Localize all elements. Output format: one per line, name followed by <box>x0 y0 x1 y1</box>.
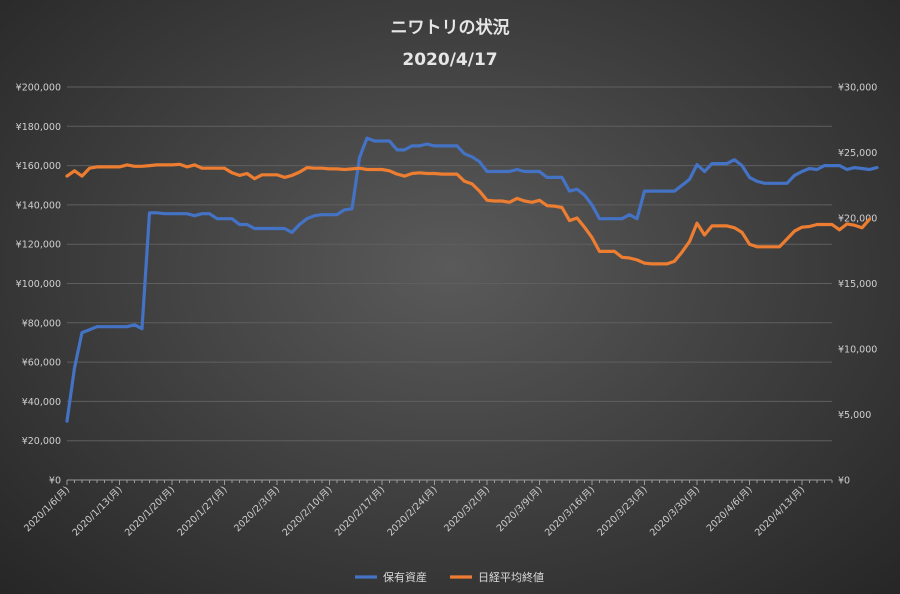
x-tick-label: 2020/4/6(月) <box>705 484 755 534</box>
x-tick-label: 2020/2/3(月) <box>232 484 282 534</box>
x-tick-label: 2020/2/17(月) <box>333 484 387 538</box>
x-tick-label: 2020/2/10(月) <box>280 484 334 538</box>
series-lines <box>65 136 879 423</box>
x-tick-label: 2020/3/30(月) <box>648 484 702 538</box>
x-axis: 2020/1/6(月)2020/1/13(月)2020/1/20(月)2020/… <box>22 480 833 539</box>
y-left-tick-label: ¥180,000 <box>16 122 61 133</box>
x-tick-label: 2020/1/6(月) <box>22 484 72 534</box>
legend-label: 保有資産 <box>383 570 427 584</box>
y-right-tick-label: ¥10,000 <box>838 345 877 356</box>
y-right-tick-label: ¥25,000 <box>838 148 877 159</box>
x-tick-label: 2020/3/9(月) <box>495 484 545 534</box>
y-axis-left: ¥0 ¥20,000 ¥40,000 ¥60,000 ¥80,000 ¥100,000 ¥1… <box>16 83 61 487</box>
y-left-tick-label: ¥120,000 <box>16 240 61 251</box>
y-left-tick-label: ¥160,000 <box>16 161 61 172</box>
x-tick-label: 2020/2/24(月) <box>385 484 439 538</box>
y-left-tick-label: ¥40,000 <box>22 397 61 408</box>
series-line-2 <box>65 162 872 266</box>
x-tick-label: 2020/3/16(月) <box>543 484 597 538</box>
x-tick-label: 2020/4/13(月) <box>753 484 807 538</box>
y-right-tick-label: ¥15,000 <box>838 279 877 290</box>
x-tick-label: 2020/3/23(月) <box>595 484 649 538</box>
chart-title: ニワトリの状況 <box>391 17 510 38</box>
y-right-tick-label: ¥0 <box>838 476 850 487</box>
y-left-tick-label: ¥140,000 <box>16 200 61 211</box>
y-axis-right: ¥0 ¥5,000 ¥10,000 ¥15,000 ¥20,000 ¥25,000 ¥30,… <box>838 83 877 487</box>
y-left-tick-label: ¥80,000 <box>22 318 61 329</box>
y-left-tick-label: ¥60,000 <box>22 358 61 369</box>
y-right-tick-label: ¥20,000 <box>838 214 877 225</box>
y-right-tick-label: ¥30,000 <box>838 83 877 94</box>
legend: 保有資産 日経平均終値 <box>355 570 544 584</box>
series-line-1 <box>65 136 879 423</box>
y-left-tick-label: ¥0 <box>49 476 61 487</box>
legend-label: 日経平均終値 <box>478 570 544 584</box>
y-right-tick-label: ¥5,000 <box>838 410 871 421</box>
chart-subtitle: 2020/4/17 <box>402 50 497 70</box>
x-tick-label: 2020/3/2(月) <box>442 484 492 534</box>
x-tick-label: 2020/1/13(月) <box>70 484 124 538</box>
x-tick-label: 2020/1/20(月) <box>123 484 177 538</box>
gridlines <box>67 86 832 481</box>
y-left-tick-label: ¥100,000 <box>16 279 61 290</box>
x-tick-label: 2020/1/27(月) <box>175 484 229 538</box>
y-left-tick-label: ¥20,000 <box>22 436 61 447</box>
y-left-tick-label: ¥200,000 <box>16 83 61 94</box>
